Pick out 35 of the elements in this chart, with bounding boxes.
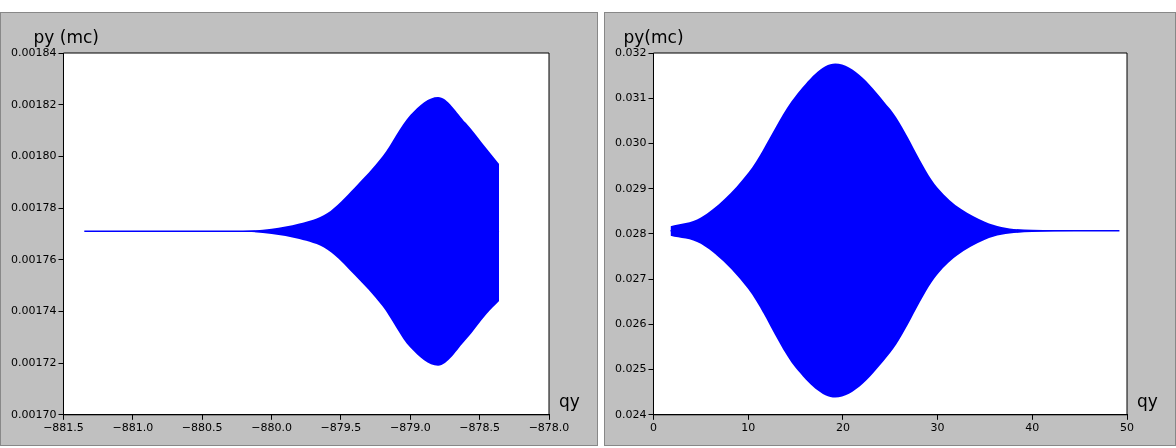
x-tick-label: −880.0 <box>251 421 292 435</box>
y-tick-label: 0.031 <box>614 91 647 105</box>
x-tick-label: −878.5 <box>459 421 500 435</box>
y-tick-label: 0.00184 <box>10 45 57 59</box>
x-tick-label: −879.0 <box>389 421 431 435</box>
x-tick-label: −881.0 <box>112 421 154 435</box>
y-tick-label: 0.026 <box>614 317 647 331</box>
y-axis-title: py(mc) <box>623 26 684 47</box>
x-tick-label: −878.0 <box>528 421 570 435</box>
x-tick-label: 30 <box>930 421 945 435</box>
x-tick-label: −880.5 <box>181 421 223 435</box>
y-tick-label: 0.00178 <box>10 200 57 214</box>
x-tick-label: 10 <box>741 421 756 435</box>
y-tick-label: 0.024 <box>614 407 647 421</box>
y-axis-title: py (mc) <box>33 26 99 47</box>
x-tick-label: 0 <box>649 421 657 435</box>
y-tick-label: 0.00170 <box>10 407 57 421</box>
y-tick-label: 0.029 <box>614 181 647 195</box>
y-tick-label: 0.00180 <box>10 149 57 163</box>
y-tick-label: 0.00182 <box>10 97 57 111</box>
y-tick-label: 0.027 <box>614 271 647 285</box>
x-axis-title: qy <box>1137 391 1158 412</box>
y-tick-label: 0.030 <box>614 136 647 150</box>
x-tick-label: 20 <box>835 421 850 435</box>
x-axis-title: qy <box>559 391 580 412</box>
y-tick-label: 0.028 <box>614 226 647 240</box>
x-tick-label: 50 <box>1120 421 1134 435</box>
y-tick-label: 0.00176 <box>10 252 57 266</box>
x-tick-label: −881.5 <box>43 421 84 435</box>
y-tick-label: 0.032 <box>614 45 647 59</box>
x-tick-label: 40 <box>1025 421 1040 435</box>
x-tick-label: −879.5 <box>320 421 362 435</box>
y-tick-label: 0.025 <box>614 362 647 376</box>
y-tick-label: 0.00174 <box>10 304 57 318</box>
y-tick-label: 0.00172 <box>10 355 57 369</box>
